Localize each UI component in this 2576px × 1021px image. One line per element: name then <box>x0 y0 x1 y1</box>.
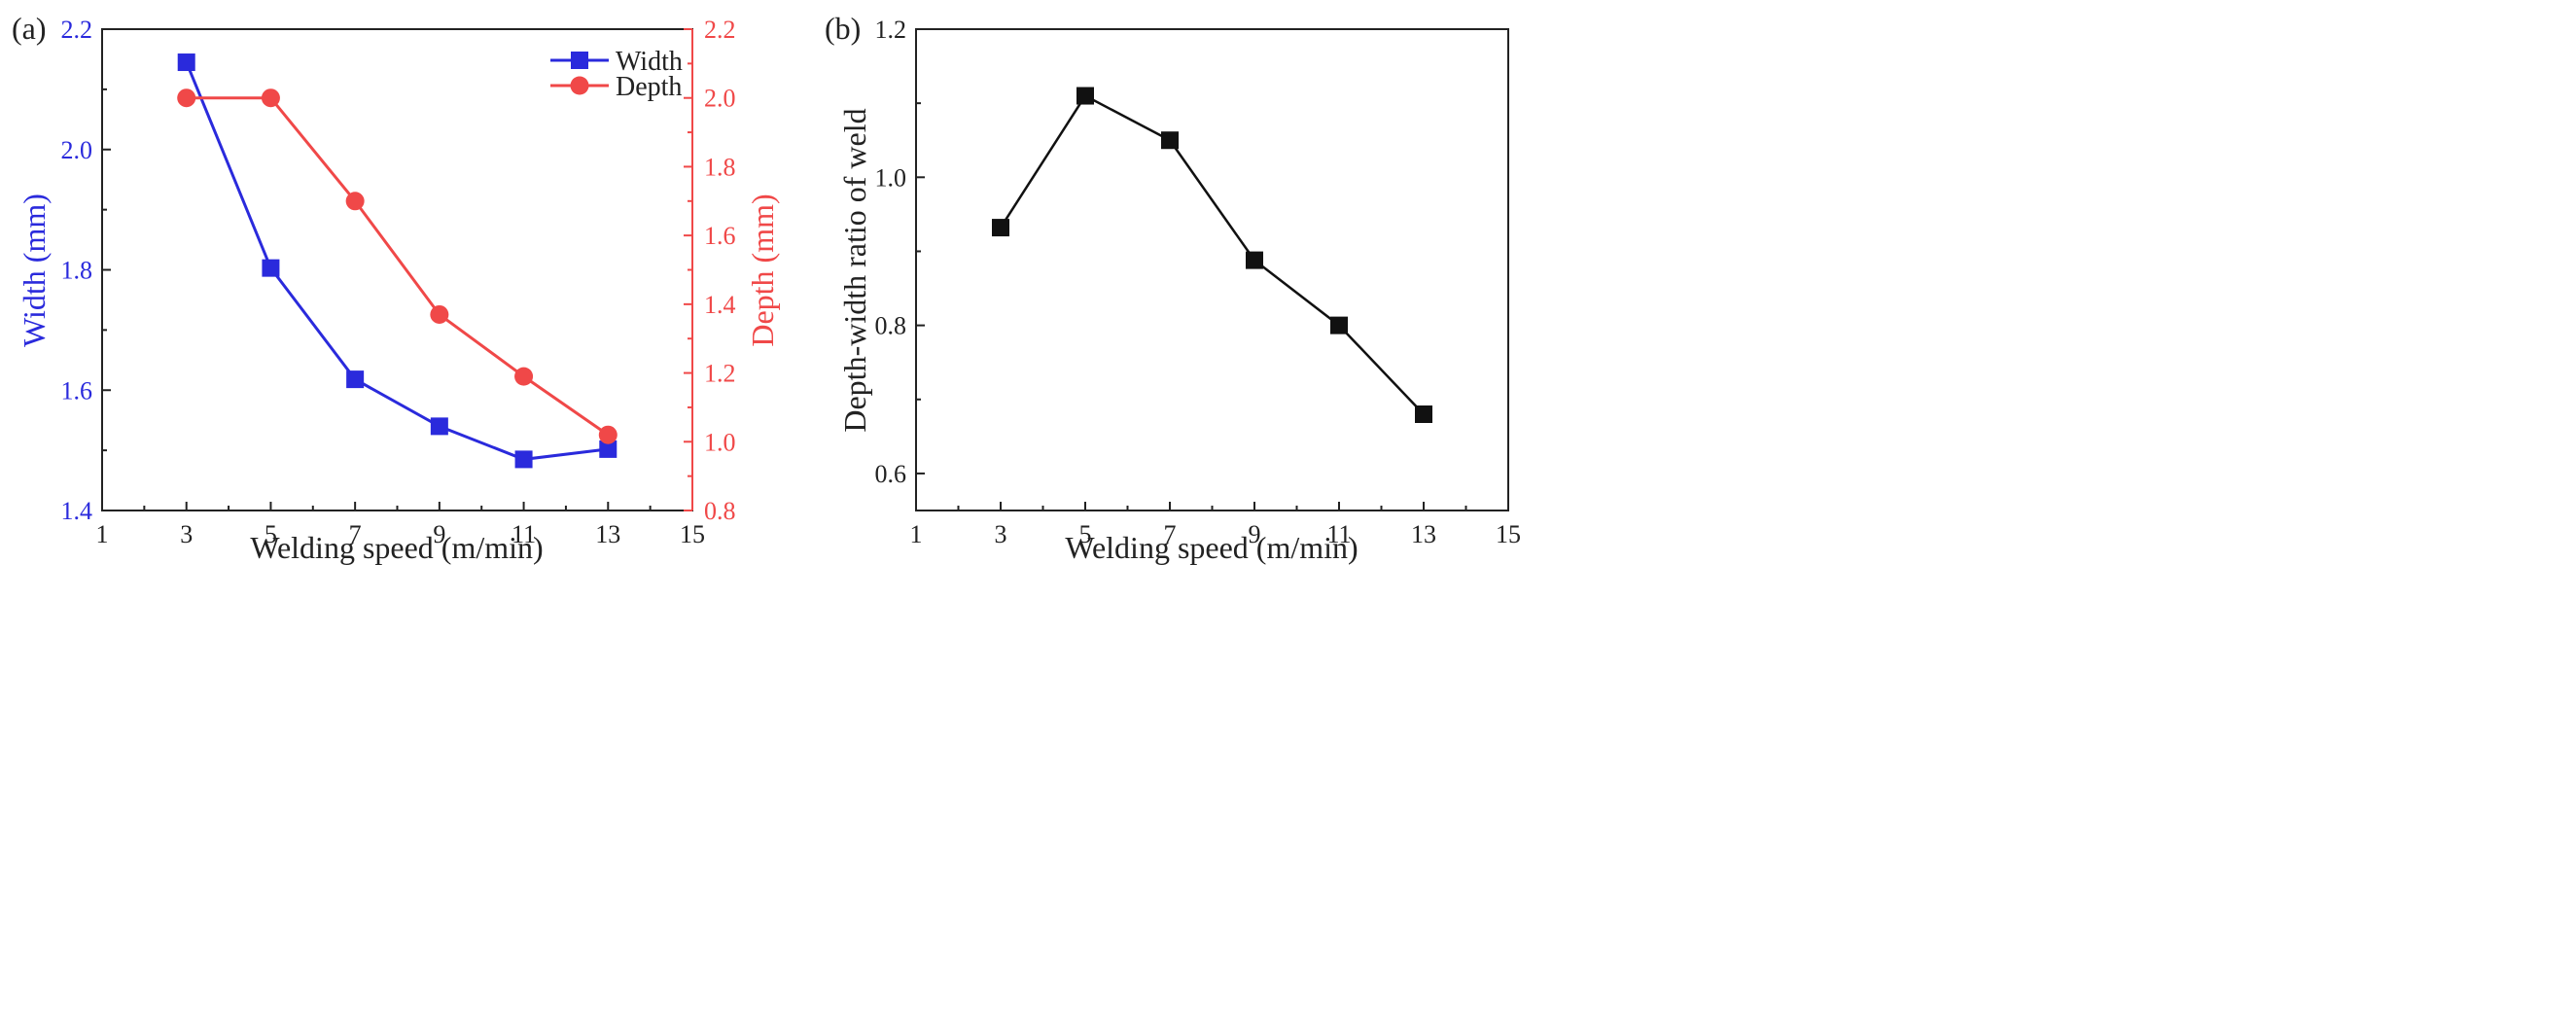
series-width-point <box>177 53 195 72</box>
legend-width-label: Width <box>616 47 683 77</box>
panel-a-series <box>177 53 618 469</box>
series-ratio-point <box>1246 251 1263 269</box>
panel-b-series <box>992 87 1432 423</box>
panel-b-y-axis: 0.6 0.8 1.0 1.2 <box>875 16 925 488</box>
y-tick-label: 2.2 <box>61 16 93 44</box>
y2-tick-label: 0.8 <box>704 497 736 525</box>
y2-tick-label: 1.2 <box>704 360 736 388</box>
panel-b-x-axis: 1 3 5 7 9 11 13 15 <box>910 502 1521 548</box>
series-depth-line <box>186 96 610 437</box>
panel-a-x-axis: 1 3 5 7 9 11 13 15 <box>96 502 705 548</box>
x-tick-label: 11 <box>512 520 536 548</box>
series-ratio-point <box>1415 405 1432 423</box>
series-ratio-point <box>1330 316 1348 334</box>
panel-a-chart: (a) 1 3 5 7 9 11 13 15 1.41.61.82.02.2 0.81.01.… <box>12 11 780 565</box>
series-width-point <box>262 259 280 277</box>
series-depth-point <box>345 192 365 211</box>
y-tick-label: 1.2 <box>875 16 907 44</box>
x-tick-label: 1 <box>910 520 923 548</box>
series-width-point <box>514 450 533 469</box>
panel-b-x-axis-label: Welding speed (m/min) <box>1065 530 1358 565</box>
x-tick-label: 3 <box>995 520 1007 548</box>
series-depth-point <box>177 88 196 108</box>
panel-a-x-axis-label: Welding speed (m/min) <box>250 530 543 565</box>
panel-b-y-axis-label: Depth-width ratio of weld <box>837 108 872 432</box>
x-tick-label: 1 <box>96 520 109 548</box>
series-ratio-point <box>1161 131 1179 150</box>
y-tick-label: 1.8 <box>61 257 93 285</box>
y-tick-label: 1.0 <box>875 163 907 192</box>
series-ratio-point <box>1076 87 1094 105</box>
panel-a-y2-axis-label: Depth (mm) <box>745 194 780 346</box>
x-tick-label: 13 <box>595 520 620 548</box>
legend-depth-label: Depth <box>616 72 682 102</box>
series-width-point <box>599 440 618 458</box>
series-ratio-line <box>999 93 1425 415</box>
y2-tick-label: 1.6 <box>704 222 736 250</box>
legend-width-marker <box>571 52 588 69</box>
x-tick-label: 9 <box>1249 520 1261 548</box>
series-width-point <box>346 370 365 389</box>
y2-tick-label: 1.4 <box>704 291 736 319</box>
series-width-line <box>185 61 609 461</box>
series-depth-point <box>514 367 534 386</box>
series-depth-point <box>261 88 280 108</box>
x-tick-label: 15 <box>1496 520 1521 548</box>
y2-tick-label: 1.0 <box>704 428 736 456</box>
panel-a-right-y-axis: 0.8 1.0 1.2 1.4 1.6 1.8 2.0 2.2 <box>684 16 736 525</box>
y-tick-label: 0.8 <box>875 312 907 340</box>
series-depth-point <box>430 304 449 324</box>
x-tick-label: 11 <box>1326 520 1351 548</box>
x-tick-label: 3 <box>180 520 193 548</box>
x-tick-label: 7 <box>349 520 362 548</box>
series-ratio-point <box>992 219 1009 237</box>
panel-b-plot-frame <box>915 28 1509 511</box>
series-depth-point <box>598 425 618 444</box>
y-tick-label: 1.4 <box>61 497 93 525</box>
y-tick-label: 0.6 <box>875 460 907 488</box>
panel-b-label: (b) <box>825 11 861 46</box>
x-tick-label: 13 <box>1411 520 1436 548</box>
legend-depth-marker <box>570 76 589 95</box>
y-tick-label: 2.0 <box>61 136 93 164</box>
x-tick-label: 15 <box>680 520 705 548</box>
y2-tick-label: 2.2 <box>704 16 736 44</box>
panel-a-legend: Width Depth <box>550 47 683 102</box>
y2-tick-label: 2.0 <box>704 85 736 113</box>
y2-tick-label: 1.8 <box>704 153 736 181</box>
x-tick-label: 9 <box>433 520 445 548</box>
x-tick-label: 5 <box>1079 520 1092 548</box>
panel-a-y-axis-label: Width (mm) <box>17 194 52 347</box>
y-tick-label: 1.6 <box>61 376 93 405</box>
panel-b-chart: (b) 1 3 5 7 9 11 13 15 0.60.81.01.2 Welding spe… <box>825 11 1521 565</box>
x-tick-label: 5 <box>265 520 277 548</box>
x-tick-label: 7 <box>1164 520 1177 548</box>
series-width-point <box>430 417 448 436</box>
panel-a-label: (a) <box>12 11 47 46</box>
panel-a-left-y-axis: 1.4 1.6 1.8 2.0 2.2 <box>61 16 111 525</box>
